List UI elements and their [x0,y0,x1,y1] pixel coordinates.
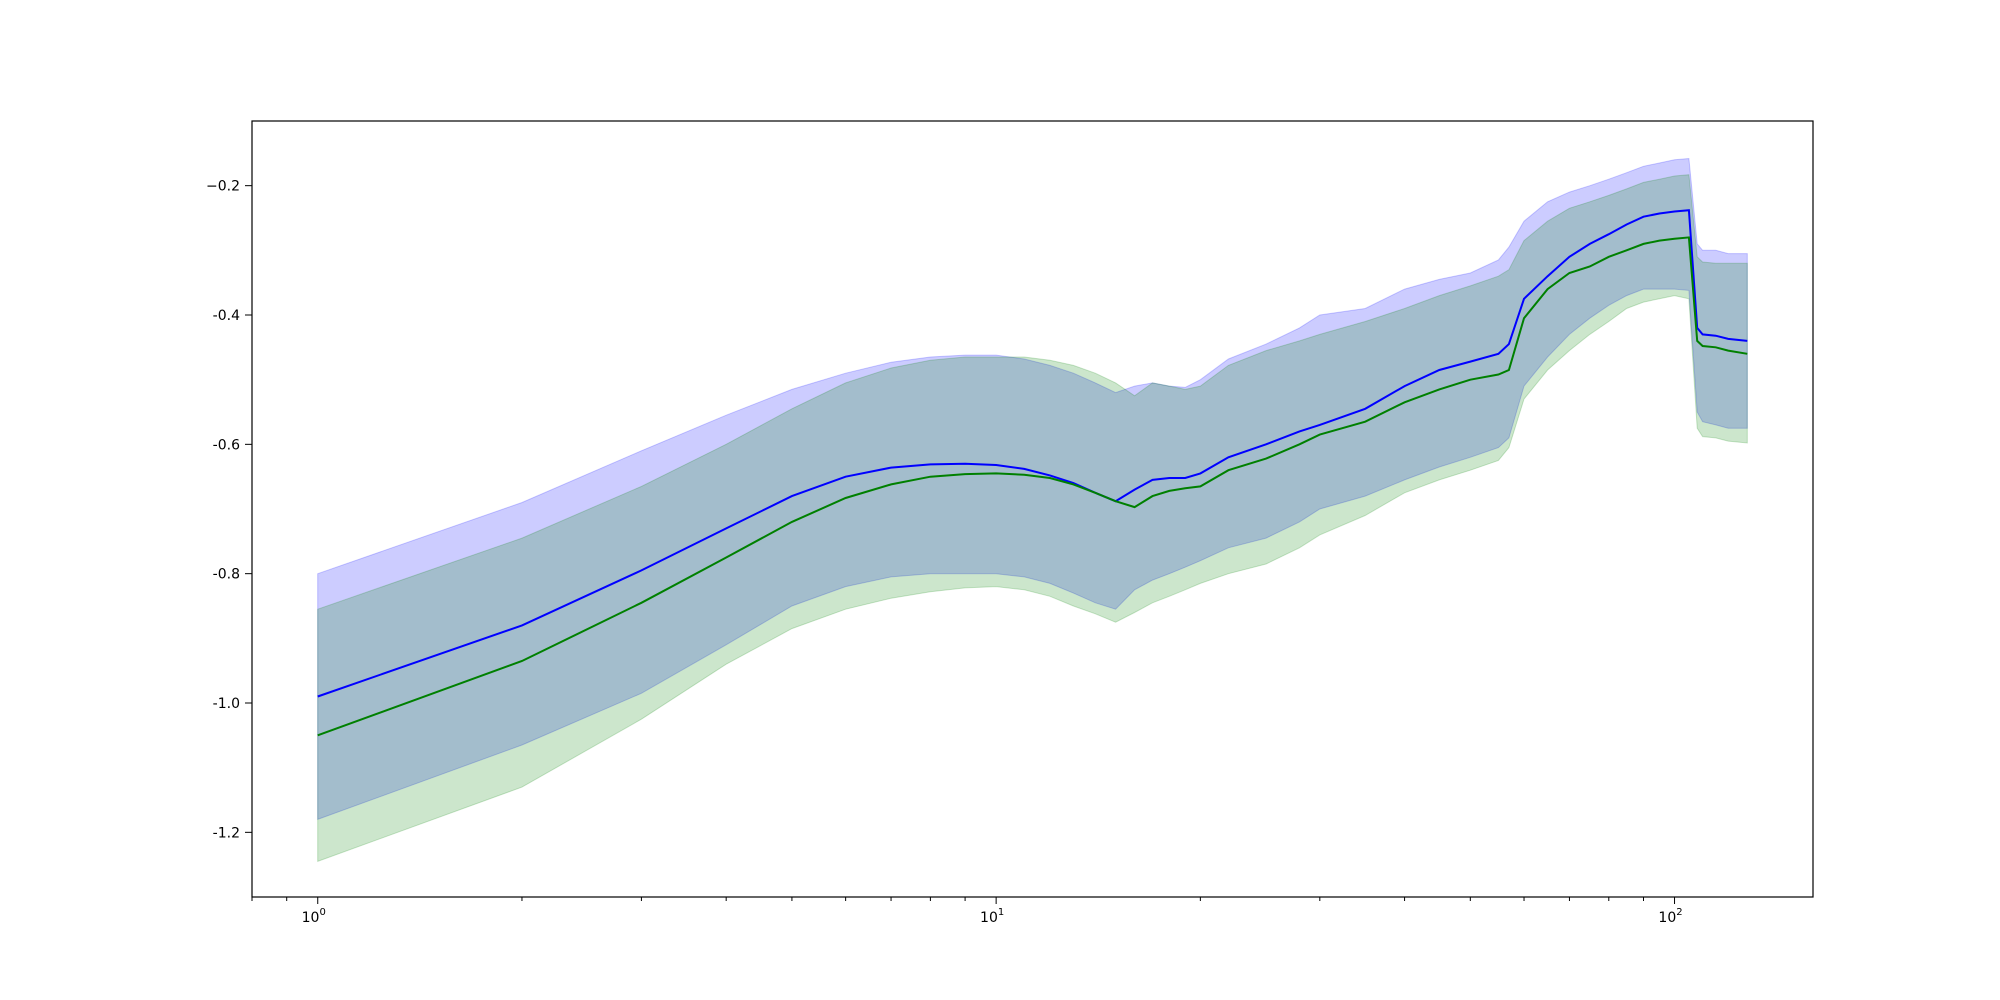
mean-line-series-1 [317,209,1748,698]
confidence-bands [317,157,1748,863]
y-tick-label: -1.2 [213,825,240,841]
y-tick-label: -1.0 [213,696,240,712]
y-tick-label: −0.2 [206,179,240,195]
band-series-1 [317,157,1748,821]
mean-lines [317,209,1748,737]
band-series-2 [317,174,1748,863]
x-tick-label: 100 [302,907,326,926]
y-tick-label: -0.4 [213,308,240,324]
y-axis: −0.2 -0.4 -0.6 -0.8 -1.0 -1.2 [206,179,252,841]
x-tick-label: 102 [1658,907,1682,926]
y-tick-label: -0.6 [213,437,240,453]
mean-line-series-2 [317,236,1748,737]
x-tick-label: 101 [980,907,1004,926]
plot-frame [251,120,1814,898]
y-tick-label: -0.8 [213,567,240,583]
x-axis: 100 101 102 [251,897,1683,926]
